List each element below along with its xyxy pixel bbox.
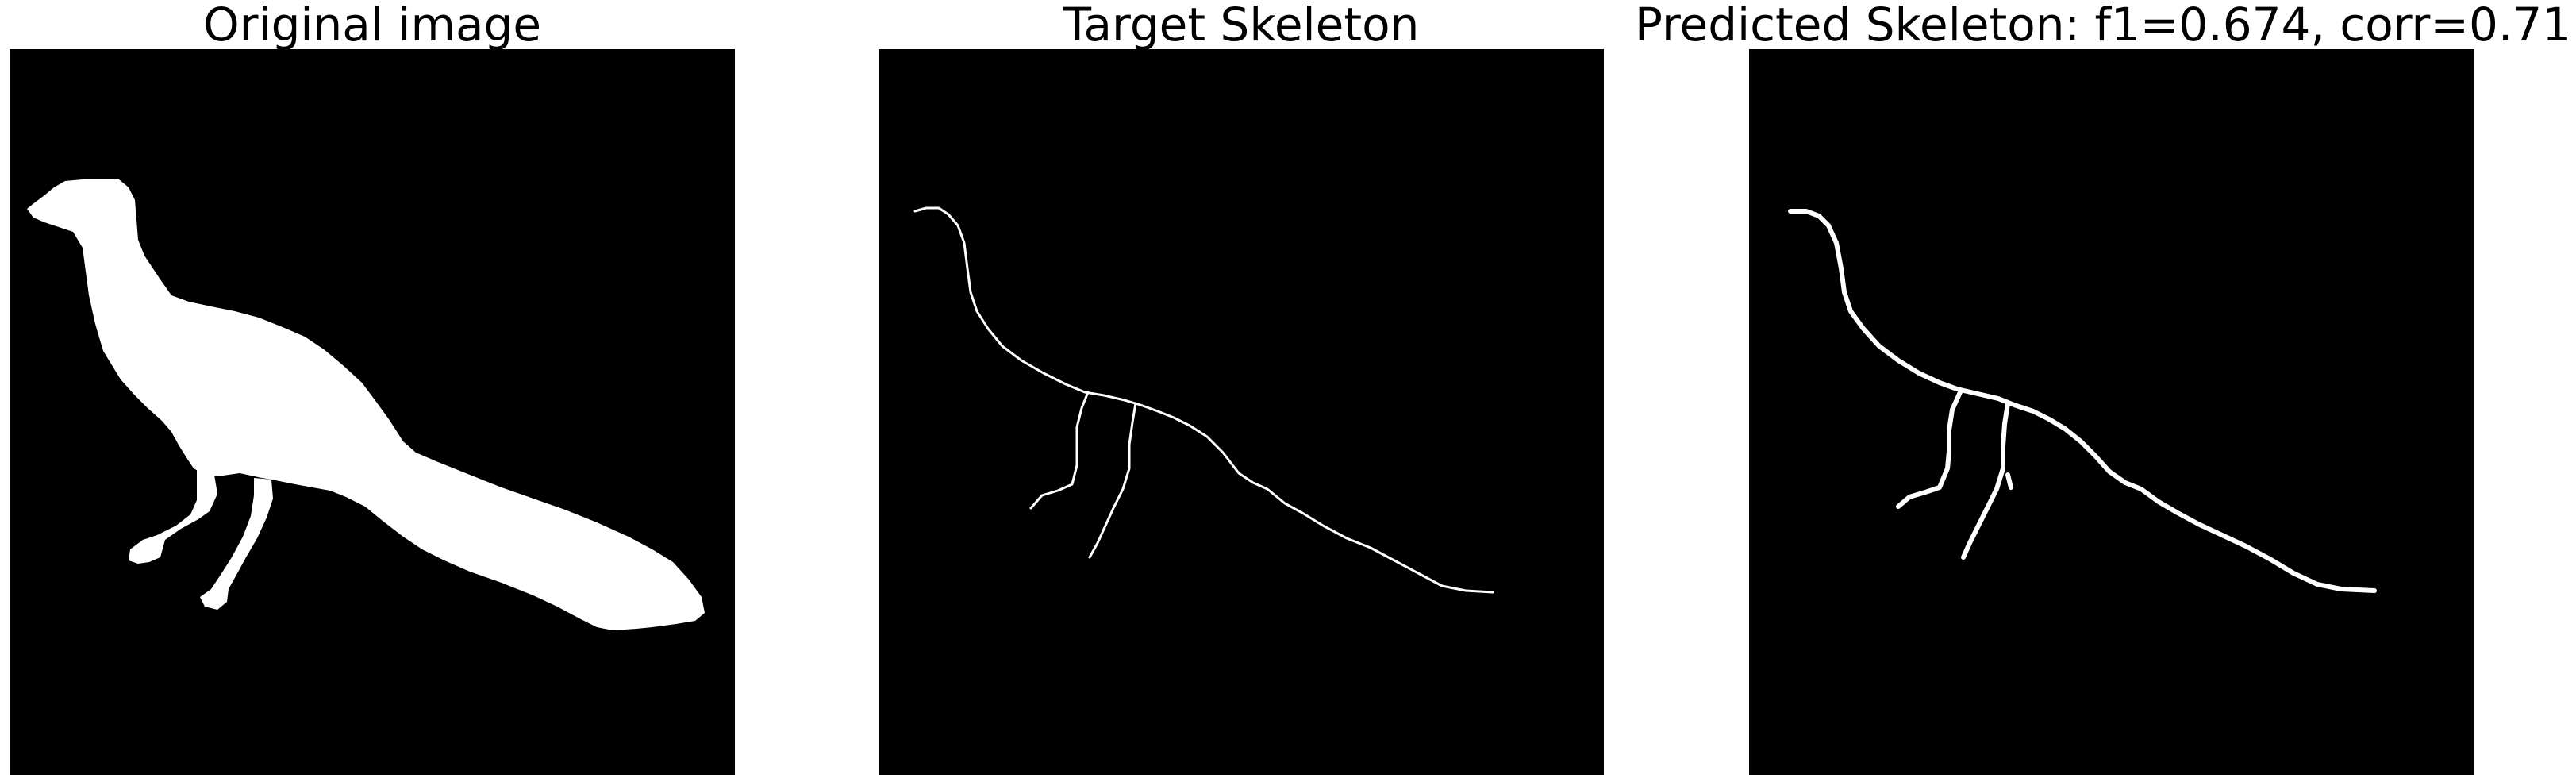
target-skeleton-panel (879, 49, 1604, 775)
target-leg-1 (1029, 391, 1090, 510)
predicted-leg-2 (1961, 401, 2010, 560)
target-skeleton-lines (913, 206, 1494, 594)
predicted-leg-1 (1896, 390, 1963, 509)
target-spine (913, 206, 1494, 594)
predicted-skeleton-lines (1788, 209, 2377, 593)
bird-silhouette (27, 179, 705, 630)
panel-title-predicted: Predicted Skeleton: f1=0.674, corr=0.711 (1635, 0, 2576, 52)
predicted-skeleton-panel (1749, 49, 2474, 775)
predicted-spur (2005, 472, 2013, 490)
original-image-panel (10, 49, 735, 775)
panel-title-original: Original image (202, 0, 542, 52)
target-leg-2 (1088, 402, 1137, 559)
panel-title-target: Target Skeleton (1063, 0, 1420, 52)
predicted-spine (1788, 209, 2377, 593)
